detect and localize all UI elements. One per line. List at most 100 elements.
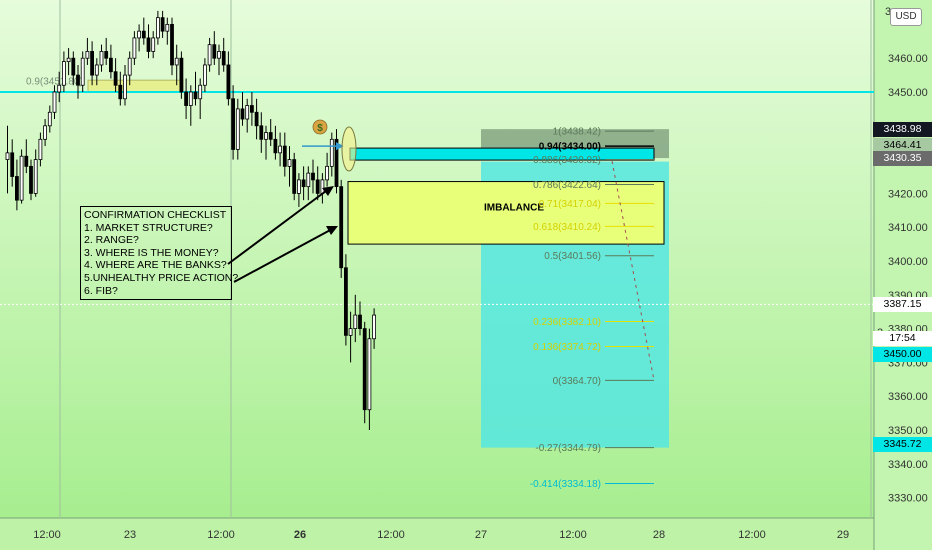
candle xyxy=(104,37,109,65)
candle-body xyxy=(212,44,217,59)
candle xyxy=(33,149,38,197)
order-block xyxy=(349,147,655,161)
price-tick: 3400.00 xyxy=(888,256,928,268)
candle xyxy=(38,132,43,167)
candle xyxy=(353,294,358,343)
candle-body xyxy=(99,51,104,66)
candle xyxy=(57,71,62,103)
candle xyxy=(301,166,306,201)
candle xyxy=(306,166,311,201)
candle xyxy=(226,51,231,106)
candle-body xyxy=(10,152,15,177)
fib-label: 0.136(3374.72) xyxy=(533,342,601,353)
candle-body xyxy=(24,155,29,167)
candle xyxy=(362,321,367,424)
fib-label: 0.71(3417.04) xyxy=(539,199,601,210)
candle xyxy=(221,37,226,72)
imbalance-zone xyxy=(347,181,665,245)
fib-trendline xyxy=(611,161,655,381)
candle-body xyxy=(198,84,203,100)
checklist-item: 4. WHERE ARE THE BANKS? xyxy=(84,259,227,272)
time-tick: 12:00 xyxy=(559,529,587,541)
currency-button[interactable]: USD xyxy=(890,8,922,26)
price-badge: 3464.41 xyxy=(873,137,932,153)
candle-body xyxy=(170,23,174,66)
price-badge: 3345.72 xyxy=(873,436,932,452)
candle xyxy=(329,132,334,177)
fib-label: 1(3438.42) xyxy=(553,127,601,138)
candle-body xyxy=(320,179,325,194)
candle xyxy=(43,119,47,147)
candle-body xyxy=(146,37,151,52)
fib-label: -0.414(3334.18) xyxy=(530,479,601,490)
price-tick-partial: 3 xyxy=(885,6,891,18)
candle xyxy=(179,51,184,99)
candle-body xyxy=(231,98,236,150)
price-tick: 3330.00 xyxy=(888,493,928,505)
candle xyxy=(66,48,71,76)
candle-body xyxy=(85,51,90,59)
candle xyxy=(188,85,193,126)
candle-body xyxy=(282,145,287,167)
fib-label: 0.786(3422.64) xyxy=(533,180,601,191)
candle-body xyxy=(109,57,113,73)
candle xyxy=(348,311,353,363)
checklist-item: 1. MARKET STRUCTURE? xyxy=(84,221,213,234)
candle-body xyxy=(334,138,339,188)
fib-label: 0.886(3430.02) xyxy=(533,155,601,166)
candle-body xyxy=(104,51,109,59)
candle xyxy=(62,51,66,92)
candle-body xyxy=(188,91,193,106)
candle-body xyxy=(264,132,268,140)
price-badge: 3387.15 xyxy=(873,296,932,312)
candle xyxy=(315,166,320,201)
candle-body xyxy=(292,159,297,194)
candle-body xyxy=(207,44,212,66)
arrow-head xyxy=(326,226,338,235)
candle-body xyxy=(367,338,372,411)
candle-body xyxy=(358,314,362,329)
candle-body xyxy=(29,165,33,194)
candle xyxy=(240,92,245,126)
candle xyxy=(160,10,165,38)
candle xyxy=(235,98,240,160)
fib-label: -0.27(3344.79) xyxy=(535,443,601,454)
candle-body xyxy=(71,57,76,76)
candle-body xyxy=(296,179,301,194)
candle xyxy=(207,37,212,72)
time-tick: 12:00 xyxy=(207,529,235,541)
imbalance-label: IMBALANCE xyxy=(484,202,544,213)
candle-body xyxy=(160,17,165,32)
fib-label: 0.94(3434.00) xyxy=(539,142,601,153)
candle-body xyxy=(254,111,259,127)
candle xyxy=(29,159,33,201)
candle xyxy=(113,58,118,92)
candle-body xyxy=(76,74,80,86)
fib-label: 0(3364.70) xyxy=(553,376,601,387)
candle-body xyxy=(123,74,127,100)
candle-body xyxy=(94,64,99,76)
candle xyxy=(132,31,137,65)
candle xyxy=(249,92,254,126)
candle-body xyxy=(113,71,118,86)
candle xyxy=(268,119,273,147)
candle-body xyxy=(33,159,38,194)
candle-body xyxy=(202,64,207,86)
candle xyxy=(292,152,297,201)
candle-body xyxy=(353,314,358,329)
candle-body xyxy=(306,172,311,188)
candle-body xyxy=(259,125,264,140)
candle xyxy=(94,58,99,86)
fib-label: 0.5(3401.56) xyxy=(544,251,601,262)
candle-body xyxy=(155,17,160,39)
price-axis-panel xyxy=(874,0,932,550)
candle xyxy=(343,254,348,346)
candle-body xyxy=(245,105,250,120)
candle-body xyxy=(273,138,278,154)
old-fib-label: 0.9(3451.80) xyxy=(26,77,83,88)
candle-body xyxy=(43,125,47,140)
candle xyxy=(76,64,80,99)
time-tick: 26 xyxy=(294,529,306,541)
price-tick: 3340.00 xyxy=(888,459,928,471)
price-badge: 3438.98 xyxy=(873,121,932,137)
